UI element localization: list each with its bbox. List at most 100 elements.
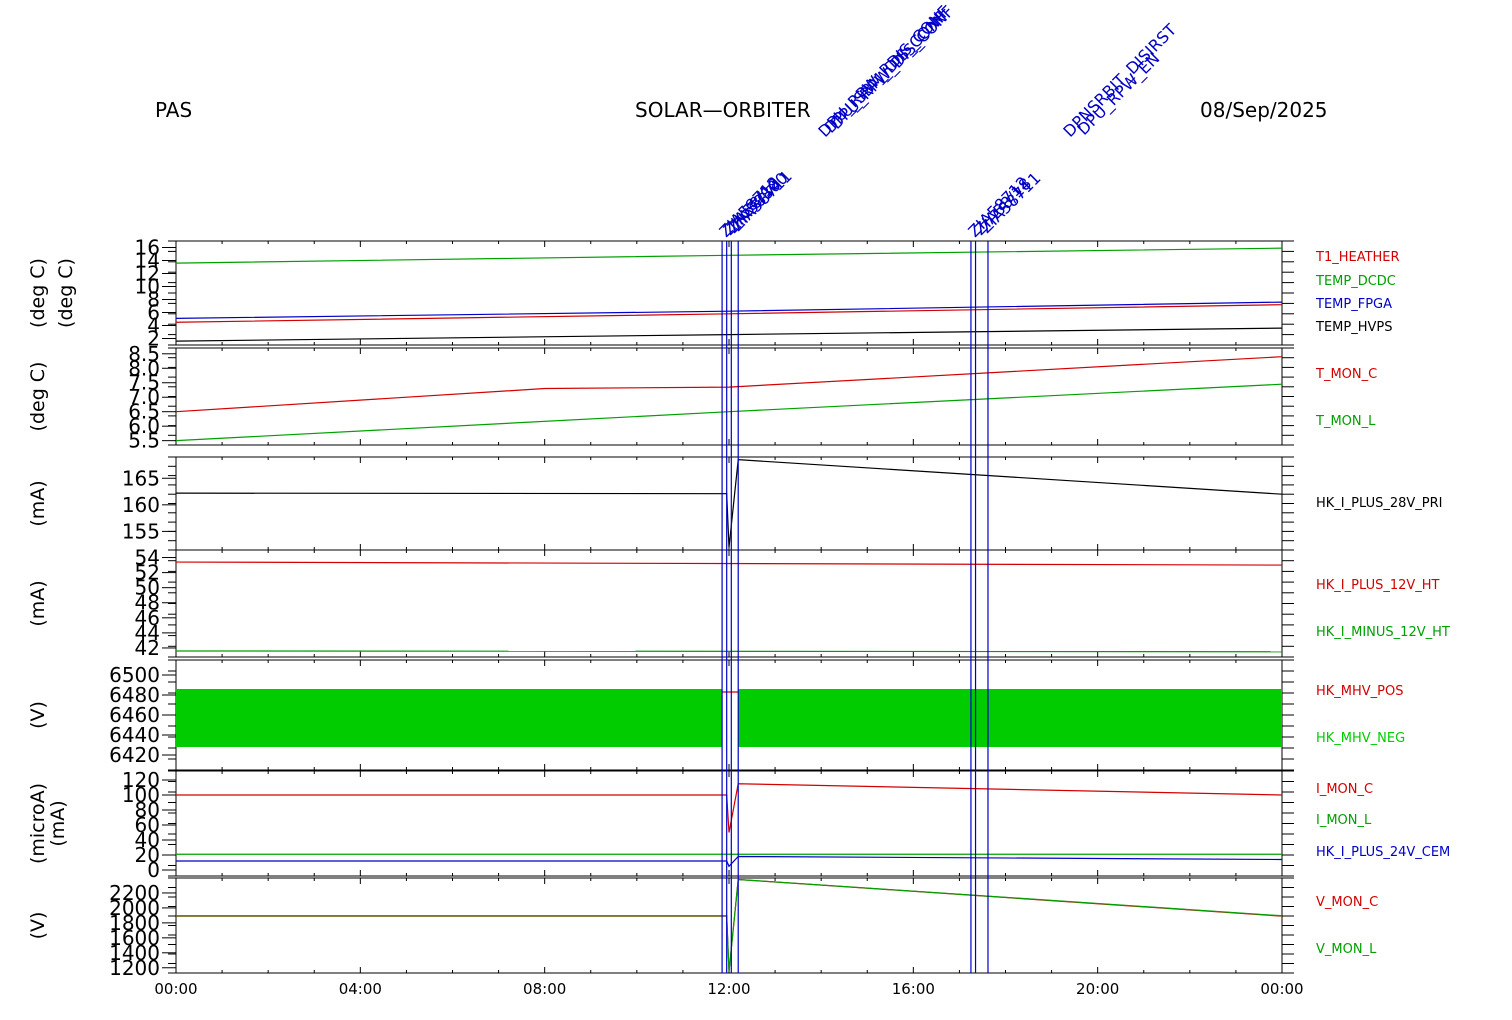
y-axis-label: (mA) <box>27 580 49 626</box>
series-line-hk_i_plus_24v_cem <box>176 855 1282 868</box>
y-tick-label: 7.0 <box>128 385 160 409</box>
y-tick-label: 1800 <box>109 911 160 935</box>
series-line-t_mon_l <box>176 383 1282 442</box>
y-axis-label: (deg C) <box>55 258 77 328</box>
y-tick-label: 80 <box>135 798 160 822</box>
series-label: TEMP_FPGA <box>1315 297 1392 312</box>
y-tick-label: 6480 <box>109 683 160 707</box>
series-label: HK_MHV_POS <box>1316 684 1404 699</box>
y-tick-label: 1400 <box>109 941 160 965</box>
y-axis-label: (microA) <box>27 783 49 864</box>
y-tick-label: 10 <box>135 275 160 299</box>
series-group <box>176 783 1282 868</box>
y-tick-label: 6 <box>147 301 160 325</box>
y-tick-label: 12 <box>135 262 160 286</box>
y-tick-label: 20 <box>135 843 160 867</box>
series-line-hk_i_plus_28v_pri <box>176 459 1282 548</box>
y-axis-label: (mA) <box>47 800 69 846</box>
event-label: DPU_RPW_DIS_CONF <box>826 2 958 134</box>
series-line-temp_fpga <box>176 301 1282 319</box>
y-tick-label: 48 <box>135 591 160 615</box>
y-tick-label: 2000 <box>109 896 160 920</box>
x-tick-label: 00:00 <box>1260 980 1303 998</box>
y-tick-label: 1200 <box>109 956 160 980</box>
x-tick-label: 16:00 <box>892 980 935 998</box>
series-group <box>176 878 1282 972</box>
series-line-hk_i_minus_12v_ht <box>176 650 1282 653</box>
y-axis-label: (deg C) <box>27 362 49 432</box>
y-tick-label: 6460 <box>109 703 160 727</box>
y-tick-label: 6420 <box>109 743 160 767</box>
date-label: 08/Sep/2025 <box>1200 98 1328 122</box>
y-tick-label: 4 <box>147 314 160 338</box>
y-tick-label: 8 <box>147 288 160 312</box>
y-tick-label: 54 <box>135 546 160 570</box>
series-label: HK_I_PLUS_28V_PRI <box>1316 496 1442 511</box>
y-tick-label: 52 <box>135 561 160 585</box>
series-group <box>176 356 1282 442</box>
y-tick-label: 40 <box>135 828 160 852</box>
y-tick-label: 8.0 <box>128 356 160 380</box>
series-label: T_MON_L <box>1315 414 1376 429</box>
y-axis-label: (V) <box>27 701 49 729</box>
series-label: HK_I_PLUS_12V_HT <box>1316 578 1440 593</box>
panel-frame <box>175 240 1283 346</box>
panel-2: 5.56.06.57.07.58.08.5 (deg C) T_MON_C T_MON… <box>27 342 1377 453</box>
series-label: V_MON_L <box>1316 942 1377 957</box>
y-tick-label: 5.5 <box>128 429 160 453</box>
y-tick-label: 44 <box>135 621 160 645</box>
y-tick-label: 160 <box>122 493 160 517</box>
panel-frame <box>175 347 1283 446</box>
x-tick-label: 12:00 <box>707 980 750 998</box>
event-label: ZIA58711 <box>976 169 1044 237</box>
y-tick-label: 14 <box>135 249 160 273</box>
y-tick-label: 6.5 <box>128 400 160 424</box>
y-tick-label: 8.5 <box>128 342 160 366</box>
x-tick-label: 04:00 <box>339 980 382 998</box>
y-tick-label: 155 <box>122 519 160 543</box>
event-label: ZIA58711 <box>727 167 795 235</box>
x-tick-label: 00:00 <box>154 980 197 998</box>
x-tick-label: 08:00 <box>523 980 566 998</box>
series-label: TEMP_HVPS <box>1315 320 1392 335</box>
mission-label: SOLAR—ORBITER <box>635 98 811 122</box>
series-line-temp_dcdc <box>176 247 1282 264</box>
series-group <box>176 247 1282 342</box>
y-tick-label: 100 <box>122 783 160 807</box>
y-tick-label: 6440 <box>109 723 160 747</box>
series-label: T_MON_C <box>1315 367 1377 382</box>
y-tick-label: 6500 <box>109 663 160 687</box>
y-tick-label: 2200 <box>109 881 160 905</box>
series-label: I_MON_C <box>1316 782 1373 797</box>
y-tick-label: 165 <box>122 466 160 490</box>
series-label: V_MON_C <box>1316 895 1378 910</box>
series-line-t_mon_c <box>176 356 1282 413</box>
series-line-i_mon_c <box>176 783 1282 833</box>
y-axis-label: (deg C) <box>27 258 49 328</box>
y-tick-label: 2 <box>147 327 160 351</box>
event-lines <box>721 241 989 973</box>
y-tick-label: 46 <box>135 606 160 630</box>
series-label: HK_I_MINUS_12V_HT <box>1316 625 1450 640</box>
y-tick-label: 60 <box>135 813 160 837</box>
series-group <box>176 689 1282 747</box>
y-tick-label: 120 <box>122 768 160 792</box>
panel-frame <box>175 549 1283 658</box>
event-label: DPU_RPW_EN <box>1073 49 1164 140</box>
series-line-v_mon_l <box>176 878 1282 972</box>
x-tick-label: 20:00 <box>1076 980 1119 998</box>
series-label: HK_MHV_NEG <box>1316 731 1405 746</box>
series-label: HK_I_PLUS_24V_CEM <box>1316 845 1450 860</box>
plot-layer: ZIA58712ZIA58/18ZIA58800ZIA58711DPU_RPW_… <box>27 2 1450 998</box>
series-line-temp_hvps <box>176 327 1282 342</box>
series-label: TEMP_DCDC <box>1315 274 1396 289</box>
series-line-hk_i_plus_12v_ht <box>176 561 1282 566</box>
y-tick-label: 16 <box>135 236 160 260</box>
series-label: T1_HEATHER <box>1315 250 1400 265</box>
